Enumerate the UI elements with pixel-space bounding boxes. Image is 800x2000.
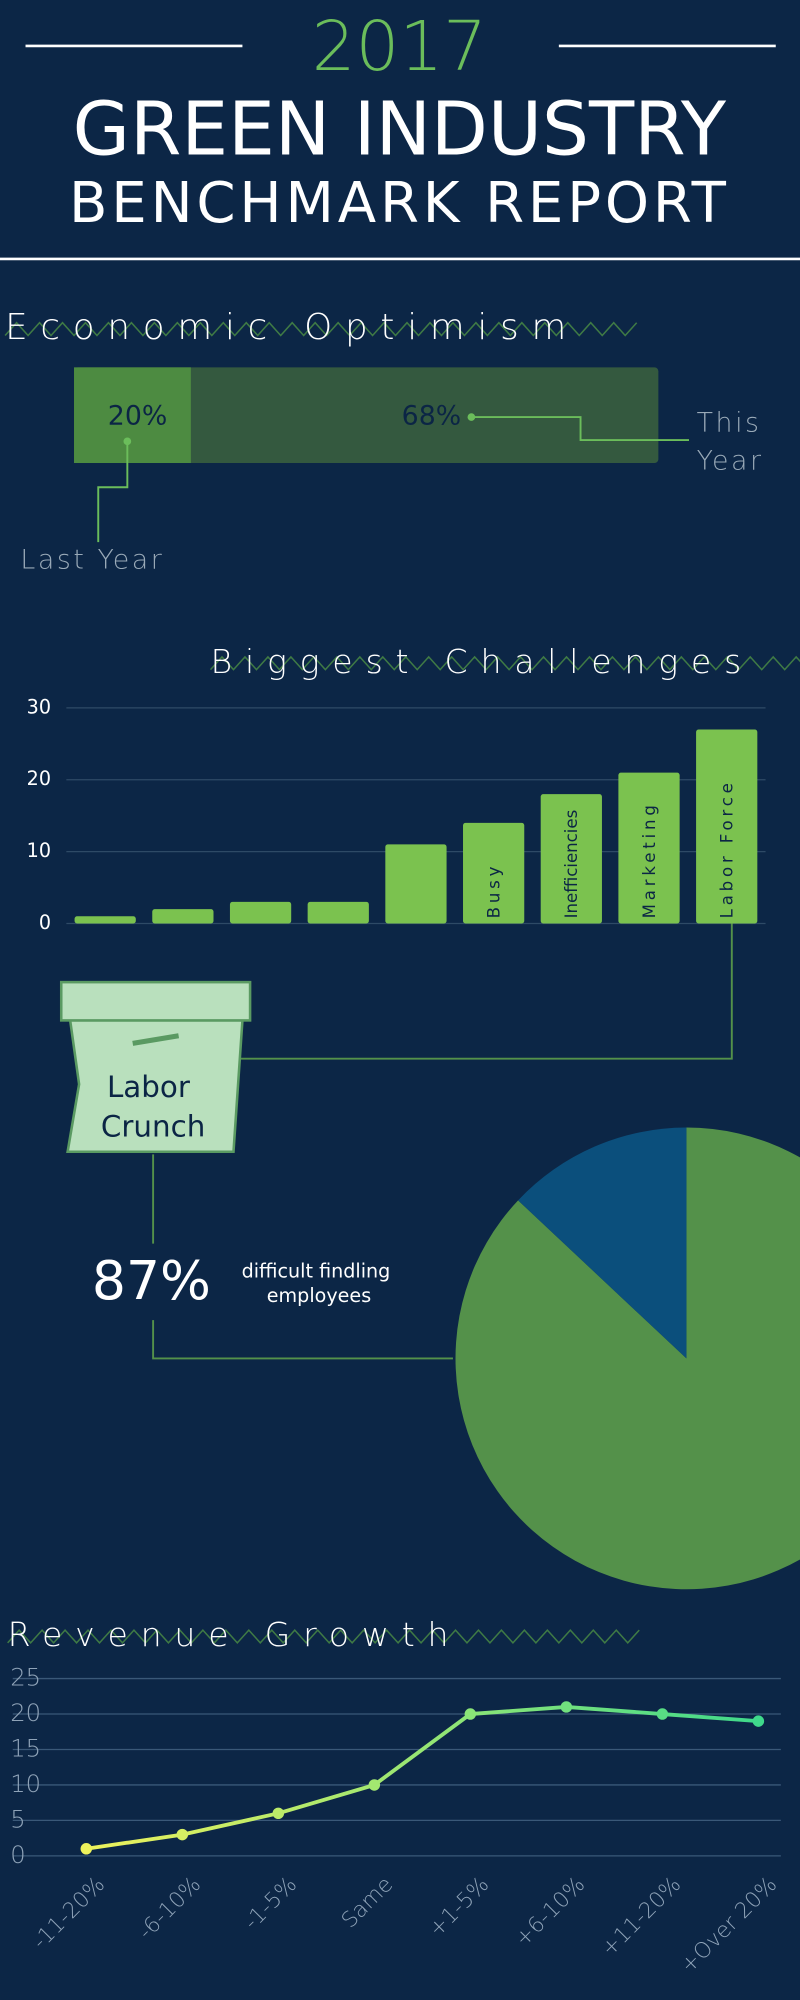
box-label: Labor Crunch	[101, 1070, 205, 1144]
point	[464, 1708, 477, 1720]
bar	[229, 901, 292, 924]
title-decoration	[7, 1628, 640, 1645]
bar-label: Marketing	[640, 801, 659, 918]
point	[368, 1779, 381, 1791]
y-tick-label: 15	[10, 1734, 41, 1762]
point	[80, 1843, 93, 1855]
connector	[152, 1320, 453, 1360]
bar	[307, 901, 369, 924]
connector	[97, 441, 129, 543]
value-label: 20%	[108, 401, 168, 432]
box-lid	[59, 980, 252, 1022]
point	[752, 1715, 765, 1727]
meter-fill	[74, 367, 191, 464]
title-decoration	[209, 655, 800, 671]
bar	[74, 916, 136, 924]
y-tick-label: 25	[10, 1664, 41, 1692]
y-tick-label: 5	[10, 1805, 25, 1833]
value-label: 68%	[402, 401, 462, 432]
y-tick-label: 20	[10, 1699, 41, 1727]
chart-title: Revenue Growth	[8, 1615, 462, 1654]
y-tick-label: 10	[10, 1770, 41, 1798]
box-slot	[132, 1033, 180, 1046]
y-tick-label: 0	[10, 1841, 25, 1869]
bar	[152, 909, 214, 924]
meter-track	[74, 367, 659, 464]
bar	[385, 844, 447, 924]
subtitle: BENCHMARK REPORT	[69, 171, 730, 236]
year: 2017	[312, 7, 487, 87]
value-label: 87%	[92, 1249, 211, 1312]
chart-title: Economic Optimism	[5, 307, 579, 348]
pie-slice	[518, 1127, 687, 1359]
pie-slice	[455, 1127, 800, 1590]
y-tick-label: 10	[27, 839, 51, 862]
bar	[618, 772, 680, 924]
connector	[229, 923, 733, 1060]
bar	[463, 822, 525, 924]
bar-label: Busy	[484, 863, 503, 919]
category-label: This Year	[697, 407, 773, 476]
point	[560, 1701, 573, 1713]
category-label: Last Year	[20, 545, 164, 576]
point	[176, 1828, 189, 1841]
y-tick-label: 0	[39, 911, 51, 934]
y-tick-label: 30	[27, 695, 51, 718]
point	[656, 1708, 669, 1720]
bar-label: Inefficiencies	[562, 810, 581, 919]
title: GREEN INDUSTRY	[73, 86, 727, 172]
bar	[540, 794, 602, 924]
annotation: difficult findling employees	[242, 1259, 397, 1306]
point	[272, 1807, 285, 1820]
line	[86, 1705, 759, 1851]
bar	[696, 729, 758, 924]
chart-title: Biggest Challenges	[211, 642, 755, 681]
title-decoration	[4, 321, 638, 337]
y-tick-label: 20	[27, 767, 51, 790]
bar-label: Labor Force	[717, 779, 736, 918]
connector	[471, 416, 689, 442]
